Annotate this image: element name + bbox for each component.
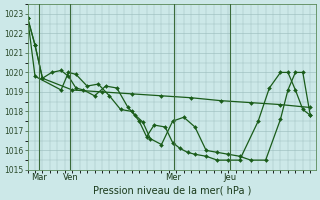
X-axis label: Pression niveau de la mer( hPa ): Pression niveau de la mer( hPa ) [92, 186, 251, 196]
